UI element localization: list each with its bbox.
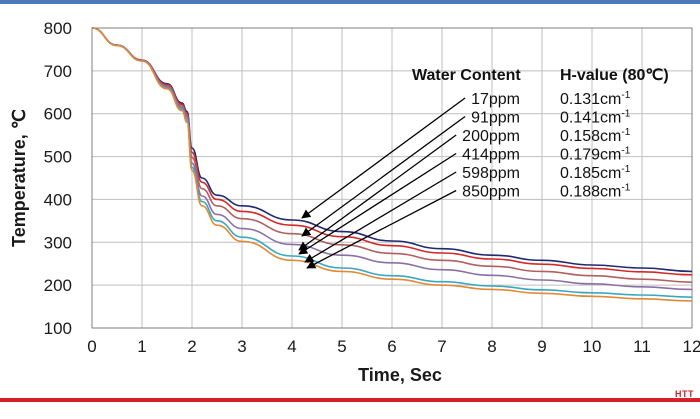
legend-arrow-91ppm [301,115,466,237]
legend-rows: 17ppm 0.131cm-1 91ppm 0.141cm-1 200ppm 0.158c… [462,90,631,201]
legend-h-value-91ppm: 0.141cm-1 [560,109,631,127]
x-tick-label: 2 [187,337,196,356]
y-tick-label: 300 [44,233,72,252]
x-tick-label: 0 [87,337,96,356]
legend-water-content-850ppm: 850ppm [462,184,520,201]
x-tick-label: 9 [537,337,546,356]
legend-water-content-598ppm: 598ppm [462,165,520,182]
legend-header-water-content: Water Content [412,67,521,84]
series-line-598ppm [91,27,693,298]
y-tick-labels: 100 200 300 400 500 600 700 800 [44,19,72,338]
bottom-red-line [0,398,700,402]
legend-arrow-598ppm [304,171,457,263]
legend-arrow-414ppm [298,152,457,255]
legend-header-h-value: H-value (80℃) [560,67,669,84]
x-tick-label: 7 [437,337,446,356]
x-tick-label: 6 [387,337,396,356]
legend: Water Content H-value (80℃) 17ppm 0.131cm… [298,67,669,269]
y-tick-label: 800 [44,19,72,38]
htt-logo: HTT [675,389,694,399]
legend-arrow-850ppm [306,189,457,269]
y-tick-label: 200 [44,276,72,295]
legend-h-value-414ppm: 0.179cm-1 [560,146,631,164]
legend-water-content-414ppm: 414ppm [462,147,520,164]
legend-water-content-200ppm: 200ppm [462,128,520,145]
legend-h-value-17ppm: 0.131cm-1 [560,90,631,108]
x-tick-label: 11 [633,337,651,356]
x-tick-labels: 0 1 2 3 4 5 6 7 8 9 10 11 12 [87,337,700,356]
y-tick-label: 400 [44,190,72,209]
x-tick-label: 8 [487,337,496,356]
x-axis-title: Time, Sec [358,365,442,385]
x-tick-label: 5 [337,337,346,356]
legend-arrow-17ppm [301,97,466,219]
series-lines [91,27,693,302]
y-tick-label: 700 [44,62,72,81]
legend-h-value-850ppm: 0.188cm-1 [560,183,631,201]
series-line-850ppm [91,27,693,302]
y-tick-label: 500 [44,148,72,167]
series-line-17ppm [91,27,693,273]
series-line-414ppm [91,27,693,291]
plot-frame [91,27,693,329]
series-line-200ppm [91,27,693,283]
y-tick-label: 100 [44,319,72,338]
legend-h-value-200ppm: 0.158cm-1 [560,127,631,145]
legend-water-content-17ppm: 17ppm [471,91,520,108]
x-tick-label: 10 [583,337,602,356]
x-tick-label: 4 [287,337,296,356]
legend-h-value-598ppm: 0.185cm-1 [560,164,631,182]
y-axis-title: Temperature, ℃ [9,109,29,247]
x-tick-label: 3 [237,337,246,356]
legend-arrows [298,97,466,269]
x-tick-label: 1 [137,337,146,356]
x-tick-label: 12 [683,337,700,356]
legend-water-content-91ppm: 91ppm [471,110,520,127]
legend-arrow-200ppm [298,134,457,251]
series-line-91ppm [91,27,693,276]
y-tick-label: 600 [44,105,72,124]
top-color-band [0,0,700,4]
